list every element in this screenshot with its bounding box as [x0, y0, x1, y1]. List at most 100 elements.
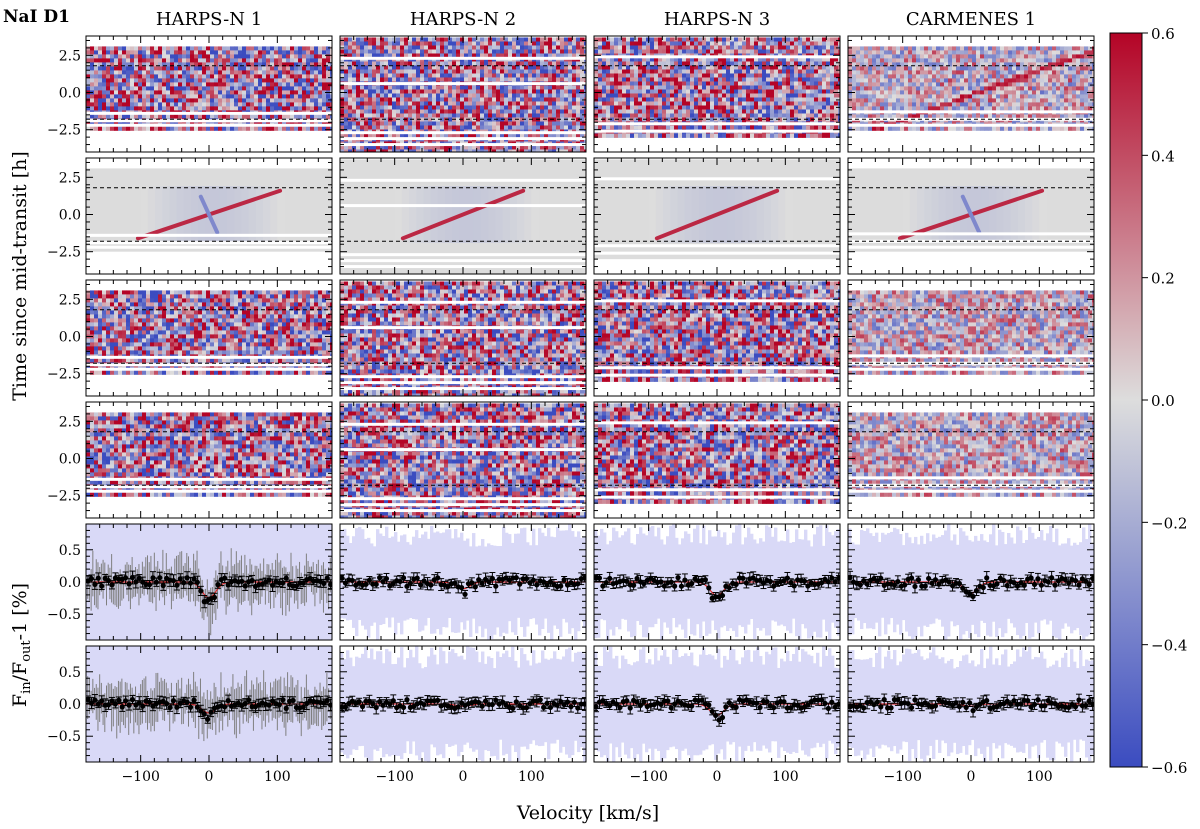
heatmap-cell [226, 82, 231, 87]
heatmap-cell [730, 73, 735, 78]
heatmap-cell [598, 37, 603, 42]
heatmap-cell [428, 93, 433, 98]
heatmap-cell [496, 49, 501, 54]
heatmap-cell [520, 101, 525, 106]
heatmap-cell [614, 77, 619, 82]
heatmap-cell [102, 102, 107, 107]
heatmap-cell [294, 62, 299, 67]
heatmap-cell [726, 133, 731, 138]
heatmap-cell [766, 45, 771, 50]
heatmap-cell [134, 46, 139, 51]
heatmap-cell [674, 105, 679, 110]
heatmap-cell [706, 133, 711, 138]
heatmap-cell [690, 125, 695, 130]
heatmap-cell [460, 145, 465, 150]
heatmap-cell [372, 109, 377, 114]
heatmap-cell [618, 125, 623, 130]
heatmap-cell [758, 37, 763, 42]
heatmap-cell [750, 49, 755, 54]
heatmap-cell [682, 101, 687, 106]
heatmap-cell [364, 65, 369, 70]
heatmap-cell [464, 37, 469, 42]
heatmap-cell [298, 70, 303, 75]
heatmap-cell [690, 113, 695, 118]
heatmap-cell [154, 86, 159, 91]
heatmap-cell [512, 49, 517, 54]
heatmap-cell [190, 94, 195, 99]
heatmap-cell [270, 90, 275, 95]
heatmap-cell [626, 105, 631, 110]
heatmap-cell [302, 114, 307, 119]
heatmap-cell [178, 86, 183, 91]
heatmap-cell [396, 145, 401, 150]
heatmap-cell [560, 77, 565, 82]
heatmap-cell [282, 86, 287, 91]
heatmap-cell [630, 81, 635, 86]
heatmap-cell [564, 101, 569, 106]
heatmap-cell [762, 81, 767, 86]
heatmap-cell [412, 117, 417, 122]
heatmap-cell [262, 114, 267, 119]
heatmap-cell [610, 57, 615, 62]
heatmap-cell [448, 109, 453, 114]
heatmap-cell [572, 65, 577, 70]
heatmap-cell [322, 50, 327, 55]
heatmap-cell [238, 50, 243, 55]
heatmap-cell [306, 66, 311, 71]
heatmap-cell [404, 113, 409, 118]
heatmap-cell [766, 85, 771, 90]
heatmap-cell [424, 41, 429, 46]
heatmap-cell [182, 90, 187, 95]
heatmap-cell [226, 46, 231, 51]
heatmap-cell [908, 50, 913, 55]
heatmap-cell [182, 94, 187, 99]
heatmap-cell [356, 121, 361, 126]
heatmap-cell [310, 86, 315, 91]
heatmap-cell [678, 93, 683, 98]
heatmap-cell [606, 77, 611, 82]
heatmap-cell [440, 113, 445, 118]
heatmap-cell [306, 62, 311, 67]
heatmap-cell [714, 101, 719, 106]
heatmap-cell [384, 61, 389, 66]
heatmap-cell [174, 78, 179, 83]
heatmap-cell [372, 53, 377, 58]
heatmap-cell [670, 101, 675, 106]
heatmap-cell [326, 46, 331, 51]
heatmap-cell [774, 77, 779, 82]
heatmap-cell [580, 145, 585, 150]
heatmap-cell [770, 69, 775, 74]
heatmap-cell [138, 46, 143, 51]
heatmap-cell [238, 74, 243, 79]
heatmap-cell [802, 69, 807, 74]
heatmap-cell [440, 105, 445, 110]
heatmap-cell [242, 46, 247, 51]
heatmap-cell [782, 101, 787, 106]
heatmap-cell [372, 49, 377, 54]
heatmap-cell [290, 126, 295, 131]
heatmap-cell [412, 41, 417, 46]
heatmap-cell [774, 97, 779, 102]
heatmap-cell [540, 89, 545, 94]
heatmap-cell [594, 65, 599, 70]
heatmap-cell [560, 145, 565, 150]
heatmap-cell [630, 89, 635, 94]
heatmap-cell [642, 65, 647, 70]
heatmap-cell [762, 113, 767, 118]
heatmap-cell [726, 73, 731, 78]
heatmap-cell [496, 117, 501, 122]
heatmap-cell [234, 106, 239, 111]
heatmap-cell [266, 54, 271, 59]
heatmap-cell [580, 93, 585, 98]
heatmap-cell [658, 105, 663, 110]
heatmap-cell [686, 113, 691, 118]
heatmap-cell [94, 90, 99, 95]
heatmap-cell [826, 45, 831, 50]
heatmap-cell [460, 109, 465, 114]
heatmap-cell [540, 93, 545, 98]
heatmap-cell [206, 86, 211, 91]
heatmap-cell [484, 121, 489, 126]
heatmap-cell [670, 41, 675, 46]
heatmap-cell [238, 98, 243, 103]
heatmap-cell [484, 133, 489, 138]
